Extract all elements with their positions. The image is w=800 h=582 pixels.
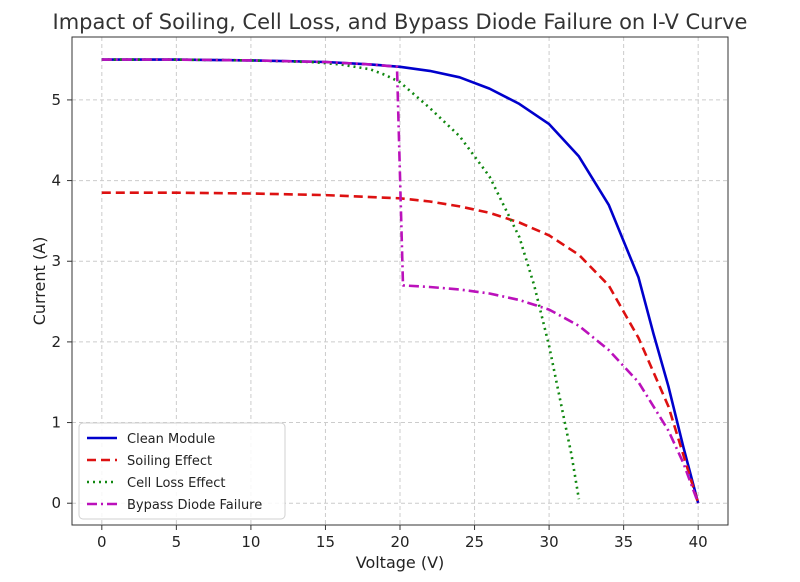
- x-tick-label: 30: [540, 533, 559, 551]
- y-tick-label: 2: [51, 333, 61, 351]
- axis-ticks: 0 5 10 15 20 25 30 35 40 0 1 2 3 4 5: [51, 91, 707, 551]
- legend-label: Soiling Effect: [127, 454, 212, 469]
- series-lines: [101, 58, 700, 504]
- x-tick-label: 25: [465, 533, 484, 551]
- series-line-4: [101, 58, 700, 504]
- series-line-2: [101, 191, 700, 504]
- x-tick-label: 5: [172, 533, 182, 551]
- legend-label: Clean Module: [127, 432, 215, 447]
- chart-title: Impact of Soiling, Cell Loss, and Bypass…: [53, 10, 748, 34]
- x-tick-label: 15: [316, 533, 335, 551]
- y-tick-label: 3: [51, 252, 61, 270]
- y-tick-label: 1: [51, 414, 61, 432]
- legend: Clean Module Soiling Effect Cell Loss Effe…: [78, 422, 286, 520]
- x-tick-label: 0: [97, 533, 107, 551]
- y-tick-label: 4: [51, 172, 61, 190]
- legend-label: Bypass Diode Failure: [127, 498, 262, 513]
- y-tick-label: 5: [51, 91, 61, 109]
- y-axis-label: Current (A): [30, 237, 49, 326]
- series-line-3: [101, 58, 581, 500]
- y-tick-label: 0: [51, 494, 61, 512]
- x-tick-label: 40: [689, 533, 708, 551]
- x-tick-label: 35: [614, 533, 633, 551]
- legend-label: Cell Loss Effect: [127, 476, 226, 491]
- legend-box: [78, 422, 286, 520]
- x-axis-label: Voltage (V): [356, 553, 445, 572]
- x-tick-label: 20: [390, 533, 409, 551]
- x-tick-label: 10: [241, 533, 260, 551]
